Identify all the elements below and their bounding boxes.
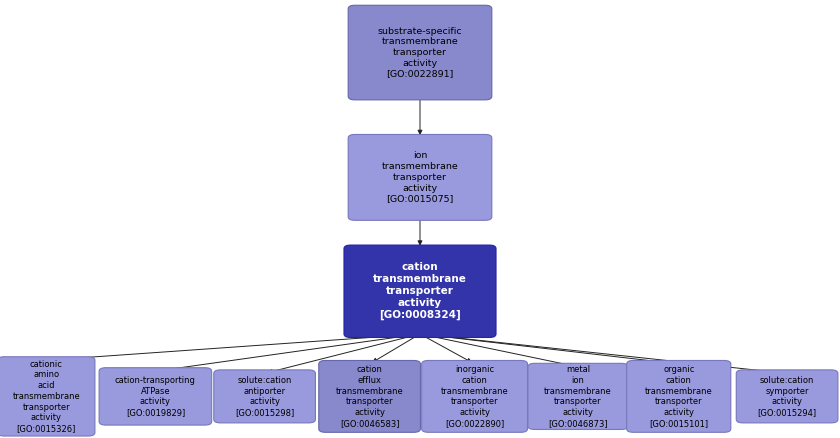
FancyBboxPatch shape: [344, 245, 496, 337]
FancyBboxPatch shape: [627, 360, 731, 432]
Text: cationic
amino
acid
transmembrane
transporter
activity
[GO:0015326]: cationic amino acid transmembrane transp…: [13, 360, 80, 433]
FancyBboxPatch shape: [349, 5, 492, 100]
FancyBboxPatch shape: [528, 364, 628, 429]
Text: solute:cation
symporter
activity
[GO:0015294]: solute:cation symporter activity [GO:001…: [758, 376, 816, 417]
Text: cation-transporting
ATPase
activity
[GO:0019829]: cation-transporting ATPase activity [GO:…: [115, 376, 196, 417]
FancyBboxPatch shape: [422, 360, 528, 432]
FancyBboxPatch shape: [99, 368, 212, 425]
Text: inorganic
cation
transmembrane
transporter
activity
[GO:0022890]: inorganic cation transmembrane transport…: [441, 365, 508, 428]
FancyBboxPatch shape: [213, 370, 316, 423]
FancyBboxPatch shape: [0, 357, 95, 436]
Text: solute:cation
antiporter
activity
[GO:0015298]: solute:cation antiporter activity [GO:00…: [235, 376, 294, 417]
Text: ion
transmembrane
transporter
activity
[GO:0015075]: ion transmembrane transporter activity […: [381, 152, 459, 203]
Text: substrate-specific
transmembrane
transporter
activity
[GO:0022891]: substrate-specific transmembrane transpo…: [378, 27, 462, 78]
Text: metal
ion
transmembrane
transporter
activity
[GO:0046873]: metal ion transmembrane transporter acti…: [544, 365, 612, 428]
FancyBboxPatch shape: [349, 134, 492, 220]
FancyBboxPatch shape: [736, 370, 838, 423]
Text: cation
efflux
transmembrane
transporter
activity
[GO:0046583]: cation efflux transmembrane transporter …: [336, 365, 403, 428]
FancyBboxPatch shape: [319, 360, 420, 432]
Text: organic
cation
transmembrane
transporter
activity
[GO:0015101]: organic cation transmembrane transporter…: [645, 365, 712, 428]
Text: cation
transmembrane
transporter
activity
[GO:0008324]: cation transmembrane transporter activit…: [373, 262, 467, 321]
